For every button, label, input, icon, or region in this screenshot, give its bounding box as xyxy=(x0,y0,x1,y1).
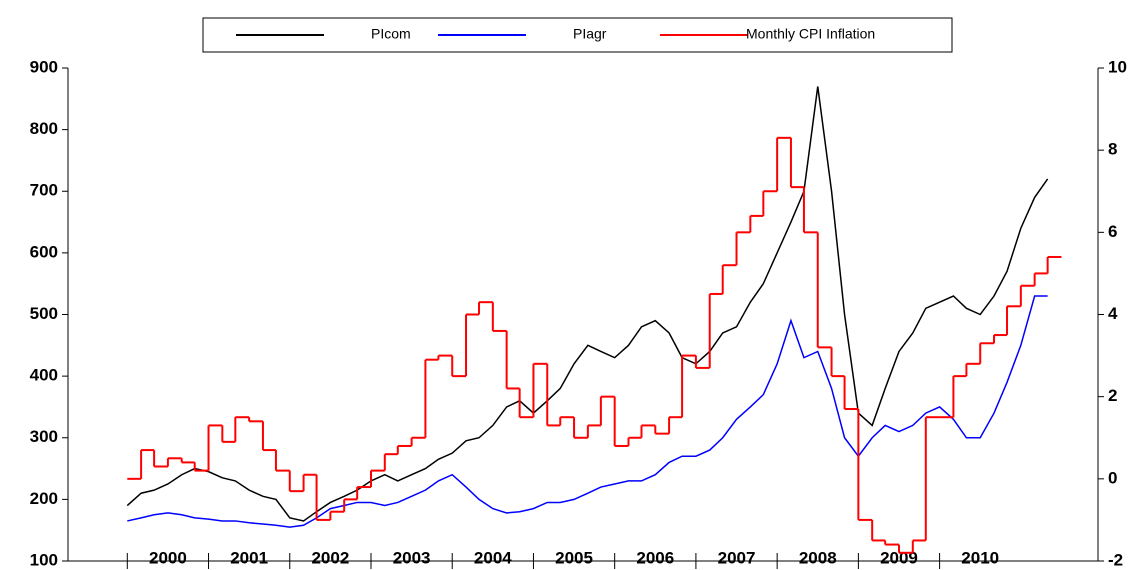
x-tick-label: 2000 xyxy=(149,548,187,567)
x-tick-label: 2007 xyxy=(718,548,756,567)
legend-box xyxy=(202,17,953,53)
x-tick-label: 2010 xyxy=(961,548,999,567)
x-tick-label: 2008 xyxy=(799,548,837,567)
y2-tick-label: 0 xyxy=(1108,468,1117,487)
y-tick-label: 900 xyxy=(30,57,58,76)
series-line xyxy=(126,86,1049,522)
y2-tick-label: 8 xyxy=(1108,140,1117,159)
x-tick-label: 2003 xyxy=(393,548,431,567)
y-tick-label: 500 xyxy=(30,304,58,323)
series-line xyxy=(127,295,1048,528)
x-tick-label: 2006 xyxy=(636,548,674,567)
y2-tick-label: 2 xyxy=(1108,386,1117,405)
y-tick-label: 300 xyxy=(30,427,58,446)
y-tick-label: 700 xyxy=(30,181,58,200)
y-tick-label: 800 xyxy=(30,119,58,138)
legend-label: PIcom xyxy=(371,26,411,42)
y2-tick-label: 6 xyxy=(1108,222,1117,241)
y2-tick-label: 10 xyxy=(1108,57,1127,76)
x-tick-label: 2001 xyxy=(230,548,268,567)
y2-tick-label: -2 xyxy=(1108,550,1123,569)
legend-label: Monthly CPI Inflation xyxy=(746,26,875,42)
y-tick-label: 100 xyxy=(30,550,58,569)
y2-tick-label: 4 xyxy=(1108,304,1118,323)
x-tick-label: 2004 xyxy=(474,548,512,567)
legend-label: PIagr xyxy=(573,26,607,42)
x-tick-label: 2002 xyxy=(311,548,349,567)
y-tick-label: 600 xyxy=(30,242,58,261)
x-tick-label: 2005 xyxy=(555,548,593,567)
y-tick-label: 200 xyxy=(30,489,58,508)
y-tick-label: 400 xyxy=(30,366,58,385)
